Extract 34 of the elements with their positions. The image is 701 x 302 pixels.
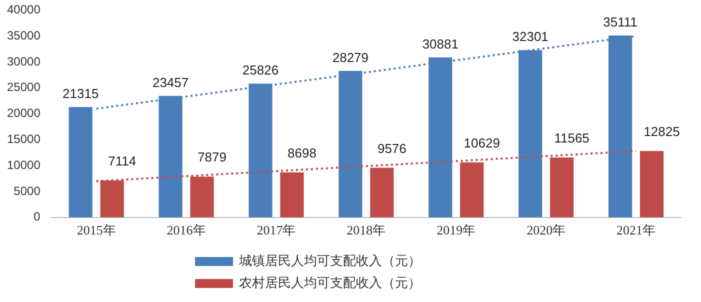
data-label: 23457	[152, 74, 189, 90]
data-label: 21315	[62, 86, 99, 102]
data-label: 12825	[644, 124, 680, 140]
y-tick-label: 30000	[6, 54, 41, 68]
data-label: 9576	[377, 140, 406, 156]
bar	[640, 150, 664, 218]
data-label: 10629	[464, 135, 500, 150]
data-label: 7879	[198, 150, 226, 165]
y-tick-label: 5000	[14, 184, 41, 198]
y-tick-label: 15000	[6, 132, 41, 146]
data-label: 35111	[603, 14, 638, 30]
data-label: 11565	[554, 130, 590, 146]
x-tick-label: 2017年	[256, 222, 296, 238]
x-tick-label: 2015年	[76, 222, 116, 238]
data-label: 30881	[422, 36, 458, 52]
data-label: 7114	[108, 154, 136, 169]
y-tick-label: 0	[34, 210, 41, 224]
data-label: 32301	[512, 29, 548, 44]
bar	[68, 106, 92, 218]
data-label: 25826	[242, 62, 279, 78]
x-tick-label: 2021年	[616, 222, 656, 238]
y-tick-label: 20000	[6, 106, 41, 120]
x-tick-label: 2020年	[526, 222, 566, 238]
y-tick-label: 35000	[6, 28, 41, 42]
x-tick-label: 2018年	[346, 222, 386, 238]
x-tick-label: 2016年	[166, 222, 206, 238]
x-tick-label: 2019年	[436, 222, 476, 238]
data-label: 28279	[332, 50, 369, 65]
data-label: 8698	[288, 145, 316, 160]
legend-label: 城镇居民人均可支配收入（元）	[239, 252, 421, 270]
y-tick-label: 40000	[6, 2, 41, 17]
legend-label: 农村居民人均可支配收入（元）	[239, 274, 421, 292]
y-tick-label: 10000	[6, 158, 41, 172]
y-tick-label: 25000	[6, 80, 41, 94]
